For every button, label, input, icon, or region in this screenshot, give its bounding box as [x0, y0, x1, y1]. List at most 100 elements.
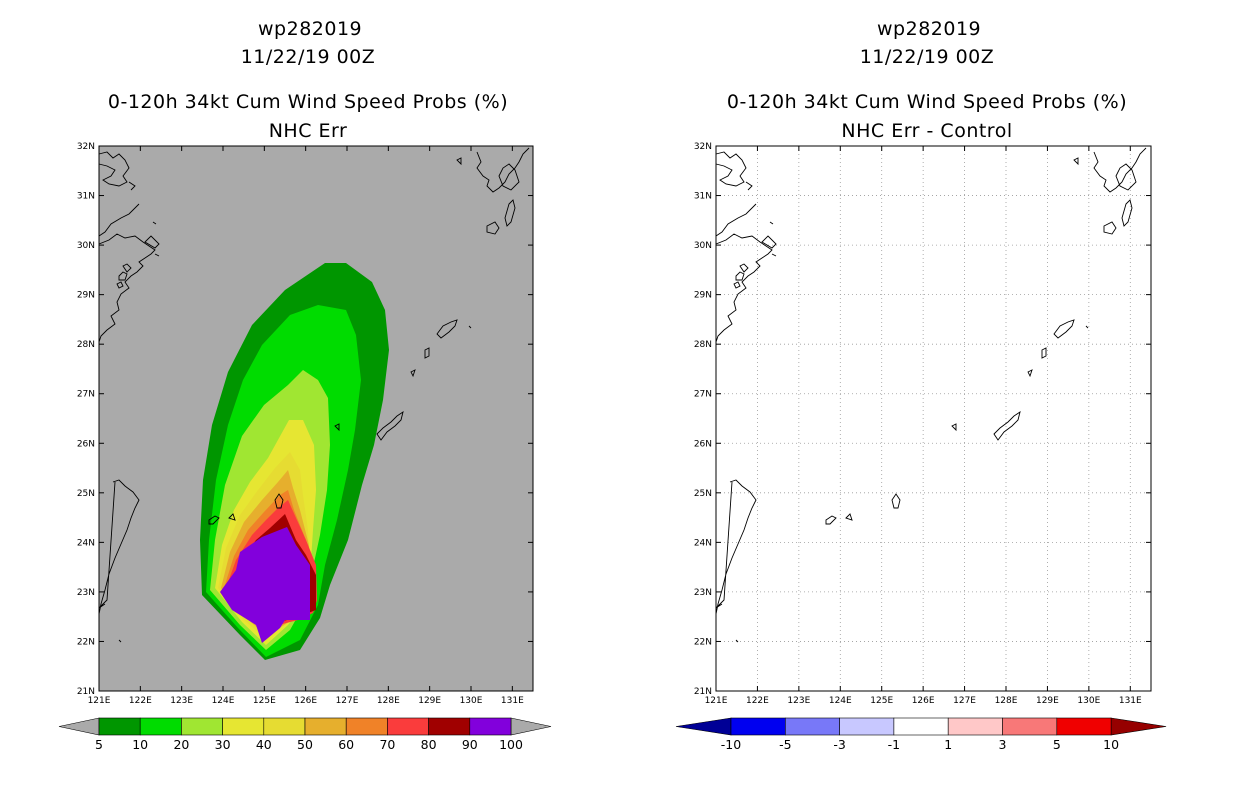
left-colorbar-label: 80	[421, 737, 437, 752]
left-lon-label: 129E	[418, 696, 441, 706]
right-title-storm: wp282019	[877, 18, 982, 40]
left-lon-label: 131E	[501, 696, 524, 706]
left-colorbar-label: 10	[132, 737, 148, 752]
right-colorbar: -10 -5 -3 -1 1 3 5 10	[675, 717, 1167, 752]
right-lat-label: 23N	[694, 588, 712, 598]
right-lon-label: 128E	[995, 696, 1018, 706]
left-title-subtitle: NHC Err	[268, 120, 348, 142]
left-lat-label: 26N	[77, 439, 95, 449]
right-colorbar-swatch	[1056, 717, 1112, 736]
right-gridlines	[716, 146, 1151, 691]
left-lon-label: 128E	[377, 696, 400, 706]
left-colorbar-label: 90	[462, 737, 478, 752]
left-colorbar-max-triangle	[510, 717, 552, 736]
right-colorbar-label: -1	[888, 737, 900, 752]
right-colorbar-swatch	[730, 717, 786, 736]
right-lon-label: 126E	[912, 696, 935, 706]
right-lon-label: 123E	[787, 696, 810, 706]
left-colorbar-label: 20	[173, 737, 189, 752]
right-lon-label: 129E	[1036, 696, 1059, 706]
left-colorbar: 5 10 20 30 40 50 60 70 80 90 100	[58, 717, 552, 752]
left-colorbar-swatch	[222, 717, 265, 736]
right-colorbar-label: 3	[999, 737, 1007, 752]
prob-contour-100	[220, 527, 310, 643]
left-lat-label: 28N	[77, 340, 95, 350]
right-lon-label: 122E	[746, 696, 769, 706]
left-colorbar-swatch	[428, 717, 471, 736]
right-colorbar-swatch	[784, 717, 840, 736]
right-lat-label: 28N	[694, 340, 712, 350]
right-colorbar-swatch	[1002, 717, 1058, 736]
left-colorbar-label: 5	[95, 737, 103, 752]
right-map-background	[716, 146, 1151, 691]
left-colorbar-swatch	[387, 717, 429, 736]
left-colorbar-swatch	[263, 717, 306, 736]
left-colorbar-label: 70	[379, 737, 395, 752]
right-colorbar-label: -5	[779, 737, 791, 752]
left-map-panel: 21N 22N 23N 24N 25N 26N 27N 28N 29N 30N 31N 32N 121E…	[77, 142, 534, 706]
right-lat-label: 22N	[694, 637, 712, 647]
left-colorbar-swatch	[345, 717, 388, 736]
left-lat-label: 22N	[77, 637, 95, 647]
right-colorbar-label: -3	[833, 737, 845, 752]
left-lat-label: 25N	[77, 489, 95, 499]
left-lat-label: 32N	[77, 142, 95, 152]
right-lat-label: 24N	[694, 538, 712, 548]
right-title-subtitle: NHC Err - Control	[841, 120, 1013, 142]
left-map-frame	[98, 145, 534, 692]
right-lon-label: 124E	[829, 696, 852, 706]
left-lon-label: 127E	[336, 696, 359, 706]
right-colorbar-swatch	[839, 717, 895, 736]
left-lon-label: 121E	[88, 696, 111, 706]
left-lon-label: 122E	[129, 696, 152, 706]
left-colorbar-label: 30	[215, 737, 231, 752]
right-title-product: 0-120h 34kt Cum Wind Speed Probs (%)	[726, 91, 1128, 113]
left-title-date: 11/22/19 00Z	[240, 46, 376, 68]
left-title-storm: wp282019	[258, 18, 363, 40]
right-colorbar-min-triangle	[675, 717, 732, 736]
left-colorbar-min-triangle	[58, 717, 100, 736]
right-lat-label: 26N	[694, 439, 712, 449]
right-map-frame	[715, 145, 1152, 692]
left-lat-label: 21N	[77, 687, 95, 697]
left-lat-label: 29N	[77, 291, 95, 301]
right-colorbar-label: 5	[1053, 737, 1061, 752]
left-lon-label: 130E	[460, 696, 483, 706]
left-lon-label: 126E	[294, 696, 317, 706]
left-lat-label: 30N	[77, 241, 95, 251]
right-colorbar-swatch	[947, 717, 1003, 736]
left-lat-label: 24N	[77, 538, 95, 548]
right-colorbar-label: 1	[944, 737, 952, 752]
right-lon-label: 121E	[705, 696, 728, 706]
left-colorbar-label: 50	[297, 737, 313, 752]
left-lon-label: 124E	[212, 696, 235, 706]
right-lon-label: 130E	[1077, 696, 1100, 706]
right-lat-label: 31N	[694, 192, 712, 202]
right-lat-label: 27N	[694, 390, 712, 400]
right-lon-label: 127E	[953, 696, 976, 706]
right-colorbar-max-triangle	[1110, 717, 1167, 736]
left-probability-field	[200, 263, 389, 660]
right-lat-label: 21N	[694, 687, 712, 697]
right-lat-label: 30N	[694, 241, 712, 251]
left-colorbar-swatch	[98, 717, 141, 736]
right-colorbar-label: -10	[721, 737, 741, 752]
left-colorbar-swatch	[469, 717, 512, 736]
left-colorbar-label: 60	[338, 737, 354, 752]
right-map-panel: 21N 22N 23N 24N 25N 26N 27N 28N 29N 30N 31N 32N 121E…	[694, 142, 1152, 706]
right-lat-label: 29N	[694, 291, 712, 301]
right-lat-label: 32N	[694, 142, 712, 152]
left-colorbar-swatch	[304, 717, 347, 736]
left-colorbar-label: 40	[256, 737, 272, 752]
left-axes: 21N 22N 23N 24N 25N 26N 27N 28N 29N 30N 31N 32N 121E…	[77, 142, 533, 706]
right-axes: 21N 22N 23N 24N 25N 26N 27N 28N 29N 30N 31N 32N 121E…	[694, 142, 1151, 706]
right-colorbar-label: 10	[1103, 737, 1119, 752]
left-title-product: 0-120h 34kt Cum Wind Speed Probs (%)	[107, 91, 509, 113]
left-lat-label: 23N	[77, 588, 95, 598]
left-lon-label: 123E	[170, 696, 193, 706]
right-lat-label: 25N	[694, 489, 712, 499]
right-lon-label: 125E	[870, 696, 893, 706]
right-lon-label: 131E	[1119, 696, 1142, 706]
left-lat-label: 27N	[77, 390, 95, 400]
